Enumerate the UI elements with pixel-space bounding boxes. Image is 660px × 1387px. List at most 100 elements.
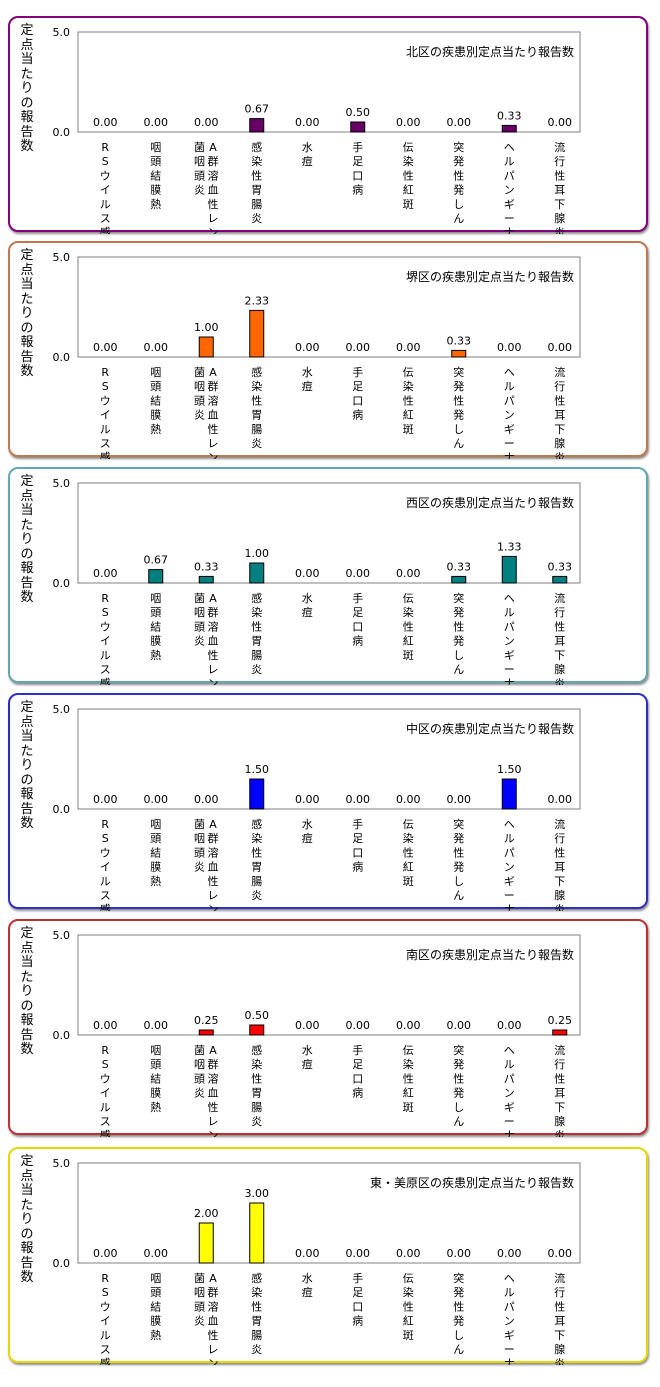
category-char: ナ: [504, 1129, 515, 1137]
category-char: 咽: [150, 1272, 161, 1285]
category-label: RSウイルス感染症: [100, 818, 111, 911]
category-label: A群溶血性レンサ球菌咽頭炎: [194, 1272, 219, 1365]
category-char: 性: [403, 168, 414, 182]
category-char: ウ: [100, 620, 111, 633]
category-char: 伝: [403, 1272, 414, 1285]
category-char: ン: [504, 635, 515, 648]
data-label: 0.00: [194, 116, 219, 129]
data-label: 0.00: [497, 341, 522, 354]
category-char: 腸: [251, 649, 262, 662]
category-char: 突: [453, 365, 464, 379]
bar: [501, 555, 517, 584]
category-char: ギ: [504, 875, 515, 888]
category-char: 腸: [251, 423, 262, 436]
category-char: ウ: [100, 1300, 111, 1313]
chart-title: 中区の疾患別定点当たり報告数: [406, 721, 574, 736]
category-char: レ: [208, 1343, 219, 1356]
category-char: 痘: [302, 154, 313, 168]
data-label: 0.00: [93, 1247, 118, 1260]
category-char: S: [102, 606, 109, 619]
category-char: イ: [100, 861, 111, 874]
data-label: 0.33: [447, 560, 472, 573]
data-label: 1.00: [245, 547, 270, 560]
data-label: 1.33: [497, 540, 522, 553]
category-label: 水痘: [302, 366, 313, 393]
category-char: 性: [208, 648, 219, 662]
category-char: 性: [208, 422, 219, 436]
category-char: 感: [251, 1044, 262, 1057]
category-char: 紅: [403, 1087, 414, 1100]
category-label: 水痘: [302, 141, 313, 168]
category-label: A群溶血性レンサ球菌咽頭炎: [194, 1044, 219, 1137]
category-char: 下: [554, 423, 565, 436]
category-char: 流: [554, 1271, 565, 1285]
category-char: ル: [100, 423, 111, 436]
category-char: 腺: [554, 888, 565, 902]
category-char: ル: [504, 1058, 515, 1071]
category-label: 水痘: [302, 818, 313, 845]
category-char: イ: [100, 184, 111, 197]
chart-panel-1: 定点当たりの報告数 5.0 0.0 堺区の疾患別定点当たり報告数 0.00 R S ウイルス感…: [8, 241, 648, 459]
category-char: 染: [251, 831, 262, 845]
category-char: ー: [504, 437, 515, 450]
y-tick-label: 5.0: [53, 251, 71, 264]
category-char: ン: [504, 409, 515, 422]
category-char: し: [453, 1101, 464, 1114]
data-label: 0.00: [396, 341, 421, 354]
category-char: 胃: [251, 184, 262, 197]
category-char: 頭: [194, 1072, 205, 1085]
chart-svg: 5.00.0北区の疾患別定点当たり報告数0.00RSウイルス感染症0.00咽頭結…: [53, 26, 581, 234]
category-char: 腺: [554, 436, 565, 450]
category-char: 染: [403, 605, 414, 619]
category-char: 血: [208, 1086, 219, 1100]
category-char: A: [209, 1044, 217, 1057]
category-char: ル: [504, 832, 515, 845]
category-char: 群: [208, 1285, 219, 1299]
category-char: 手: [352, 140, 363, 154]
category-char: 溶: [208, 393, 219, 407]
category-char: ス: [100, 1115, 111, 1128]
category-char: 斑: [403, 1101, 414, 1114]
category-char: 手: [352, 817, 363, 831]
category-char: 耳: [554, 184, 565, 197]
category-char: R: [101, 1044, 109, 1057]
category-char: ヘ: [504, 1272, 515, 1285]
category-char: 口: [352, 846, 363, 859]
bar: [249, 1024, 265, 1036]
data-label: 0.00: [93, 1019, 118, 1032]
data-label: 0.00: [346, 1019, 371, 1032]
category-char: 発: [453, 1314, 464, 1328]
category-char: 炎: [554, 903, 565, 911]
category-char: 足: [352, 606, 363, 619]
category-label: 水痘: [302, 1044, 313, 1071]
data-label: 0.25: [194, 1014, 219, 1027]
data-label: 0.00: [447, 1247, 472, 1260]
category-char: 腺: [554, 662, 565, 676]
category-char: 下: [554, 649, 565, 662]
category-char: 結: [150, 619, 161, 633]
category-char: し: [453, 875, 464, 888]
category-char: 性: [208, 1100, 219, 1114]
category-char: 膜: [150, 1087, 161, 1100]
y-tick-label: 5.0: [53, 477, 71, 490]
category-char: 炎: [554, 226, 565, 234]
category-char: イ: [100, 1087, 111, 1100]
category-char: 結: [150, 168, 161, 182]
category-char: ん: [453, 437, 464, 450]
category-char: 血: [208, 183, 219, 197]
chart-svg: 5.00.0南区の疾患別定点当たり報告数0.00RSウイルス感染症0.00咽頭結…: [53, 929, 581, 1137]
bar: [198, 575, 214, 584]
data-label: 0.00: [346, 793, 371, 806]
category-char: 結: [150, 845, 161, 859]
chart-title: 北区の疾患別定点当たり報告数: [406, 44, 574, 59]
category-char: 突: [453, 817, 464, 831]
plot-area: [77, 482, 581, 584]
category-char: 頭: [194, 1300, 205, 1313]
category-char: 行: [554, 832, 565, 845]
